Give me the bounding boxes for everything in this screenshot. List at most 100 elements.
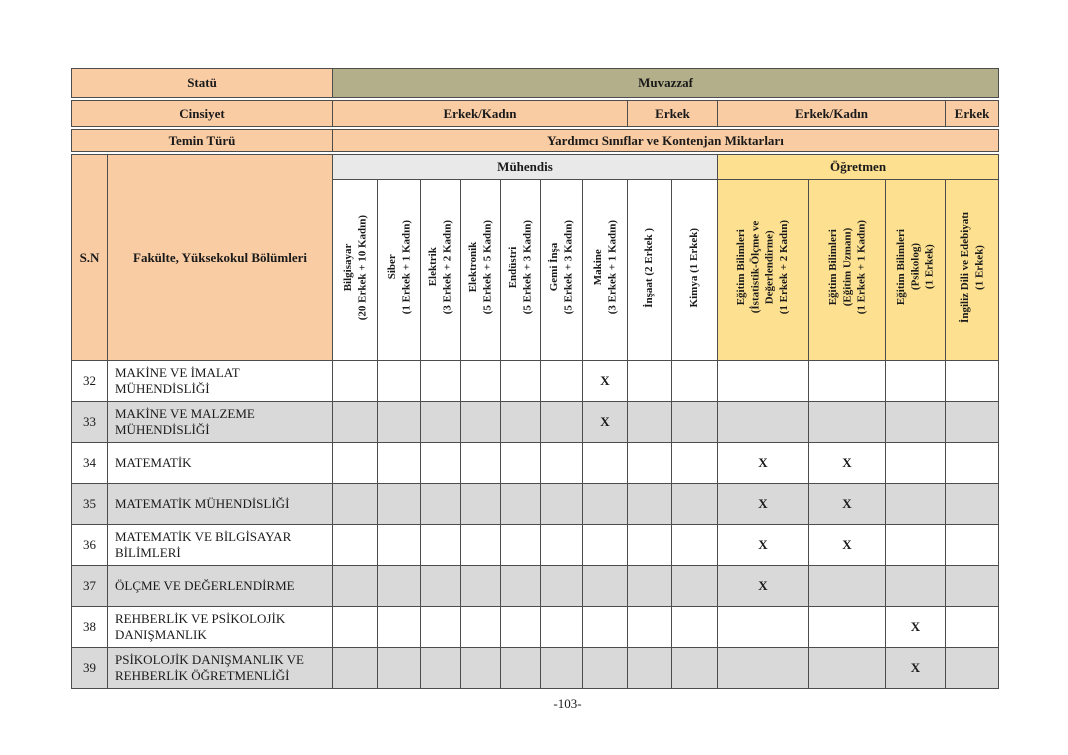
- page-number: -103-: [553, 696, 582, 711]
- mark-cell: [582, 442, 628, 484]
- mark-cell: X: [808, 524, 886, 566]
- mark-cell: X: [582, 401, 628, 443]
- fakulte-header: Fakülte, Yüksekokul Bölümleri: [107, 154, 333, 361]
- cinsiyet-value-3: Erkek/Kadın: [717, 100, 946, 127]
- statu-label: Statü: [71, 68, 333, 98]
- department-name: MAKİNE VE İMALAT MÜHENDİSLİĞİ: [107, 360, 333, 402]
- mark-cell: [420, 442, 461, 484]
- main-table: S.N Fakülte, Yüksekokul Bölümleri Mühend…: [71, 154, 1000, 689]
- mark-cell: X: [808, 483, 886, 525]
- column-header-label: Eğitim Bilimleri (Psikolog) (1 Erkek): [895, 229, 936, 306]
- mark-cell: [540, 360, 583, 402]
- mark-cell: [944, 360, 1000, 402]
- column-header-label: Endüstri (5 Erkek + 3 Kadın): [507, 220, 534, 315]
- department-name: PSİKOLOJİK DANIŞMANLIK VE REHBERLİK ÖĞRE…: [107, 647, 333, 689]
- mark-cell: [500, 360, 541, 402]
- mark-cell: X: [808, 442, 886, 484]
- table-row: 33 MAKİNE VE MALZEME MÜHENDİSLİĞİ X: [71, 401, 1000, 443]
- mark-cell: [944, 647, 1000, 689]
- sn-header: S.N: [71, 154, 108, 361]
- column-header-label: Eğitim Bilimleri (Eğitim Uzmanı) (1 Erke…: [826, 220, 868, 315]
- mark-cell: [500, 524, 541, 566]
- mark-cell: [885, 401, 946, 443]
- mark-cell: [717, 360, 809, 402]
- table-row: 32 MAKİNE VE İMALAT MÜHENDİSLİĞİ X: [71, 360, 1000, 402]
- mark-cell: [420, 360, 461, 402]
- mark-cell: [885, 360, 946, 402]
- mark-cell: [808, 606, 886, 648]
- mark-cell: [460, 565, 501, 607]
- mark-cell: [944, 442, 1000, 484]
- mark-cell: [540, 442, 583, 484]
- mark-cell: [582, 483, 628, 525]
- mark-cell: [885, 483, 946, 525]
- mark-cell: [332, 360, 378, 402]
- mark-cell: [944, 606, 1000, 648]
- mark-cell: [332, 483, 378, 525]
- mark-cell: [460, 524, 501, 566]
- mark-cell: [717, 647, 809, 689]
- column-header-endustri: Endüstri (5 Erkek + 3 Kadın): [500, 179, 541, 361]
- column-header-label: Kimya (1 Erkek): [688, 227, 701, 308]
- mark-cell: [377, 360, 421, 402]
- column-header-label: Bilgisayar (20 Erkek + 10 Kadın): [341, 214, 368, 321]
- cinsiyet-row: Cinsiyet Erkek/Kadın Erkek Erkek/Kadın E…: [71, 100, 999, 127]
- cinsiyet-value-1: Erkek/Kadın: [332, 100, 628, 127]
- mark-cell: [885, 442, 946, 484]
- mark-cell: [332, 606, 378, 648]
- temin-turu-label: Temin Türü: [71, 129, 333, 152]
- column-header-label: Eğitim Bilimleri (İstatistik-Ölçme ve De…: [735, 220, 791, 315]
- mark-cell: [377, 401, 421, 443]
- department-name: ÖLÇME VE DEĞERLENDİRME: [107, 565, 333, 607]
- mark-cell: [332, 401, 378, 443]
- mark-cell: [671, 606, 718, 648]
- mark-cell: [808, 565, 886, 607]
- mark-cell: X: [885, 606, 946, 648]
- mark-cell: [627, 606, 672, 648]
- mark-cell: [420, 524, 461, 566]
- column-header-label: Siber (1 Erkek + 1 Kadın): [385, 220, 412, 315]
- mark-cell: [460, 360, 501, 402]
- mark-cell: [671, 360, 718, 402]
- mark-cell: [671, 442, 718, 484]
- mark-cell: [582, 565, 628, 607]
- mark-cell: [420, 647, 461, 689]
- cinsiyet-label: Cinsiyet: [71, 100, 333, 127]
- row-number: 35: [71, 483, 108, 525]
- group-ogretmen: Öğretmen: [716, 154, 1000, 180]
- table-row: 34 MATEMATİK X X: [71, 442, 1000, 484]
- temin-turu-row: Temin Türü Yardımcı Sınıflar ve Kontenja…: [71, 129, 999, 152]
- mark-cell: [944, 565, 1000, 607]
- mark-cell: [944, 483, 1000, 525]
- table-row: 37 ÖLÇME VE DEĞERLENDİRME X: [71, 565, 1000, 607]
- cinsiyet-value-2: Erkek: [627, 100, 718, 127]
- quota-table: Statü Muvazzaf Cinsiyet Erkek/Kadın Erke…: [71, 68, 1000, 712]
- mark-cell: [500, 401, 541, 443]
- column-header-eb-uzman: Eğitim Bilimleri (Eğitim Uzmanı) (1 Erke…: [808, 179, 886, 361]
- mark-cell: [808, 647, 886, 689]
- mark-cell: X: [717, 524, 809, 566]
- mark-cell: [627, 360, 672, 402]
- mark-cell: [540, 401, 583, 443]
- department-name: MATEMATİK: [107, 442, 333, 484]
- mark-cell: [671, 401, 718, 443]
- column-header-elektrik: Elektrik (3 Erkek + 2 Kadın): [420, 179, 461, 361]
- mark-cell: [582, 524, 628, 566]
- statu-row: Statü Muvazzaf: [71, 68, 999, 98]
- column-header-label: İngiliz Dili ve Edebiyatı (1 Erkek): [958, 212, 985, 323]
- mark-cell: [944, 524, 1000, 566]
- mark-cell: [540, 524, 583, 566]
- mark-cell: [377, 647, 421, 689]
- mark-cell: [540, 565, 583, 607]
- mark-cell: [717, 606, 809, 648]
- group-muhendis: Mühendis: [332, 154, 718, 180]
- mark-cell: [500, 565, 541, 607]
- mark-cell: [377, 483, 421, 525]
- mark-cell: [460, 606, 501, 648]
- mark-cell: X: [717, 483, 809, 525]
- table-row: 36 MATEMATİK VE BİLGİSAYAR BİLİMLERİ X X: [71, 524, 1000, 566]
- mark-cell: [420, 483, 461, 525]
- mark-cell: [377, 606, 421, 648]
- mark-cell: [944, 401, 1000, 443]
- mark-cell: [627, 401, 672, 443]
